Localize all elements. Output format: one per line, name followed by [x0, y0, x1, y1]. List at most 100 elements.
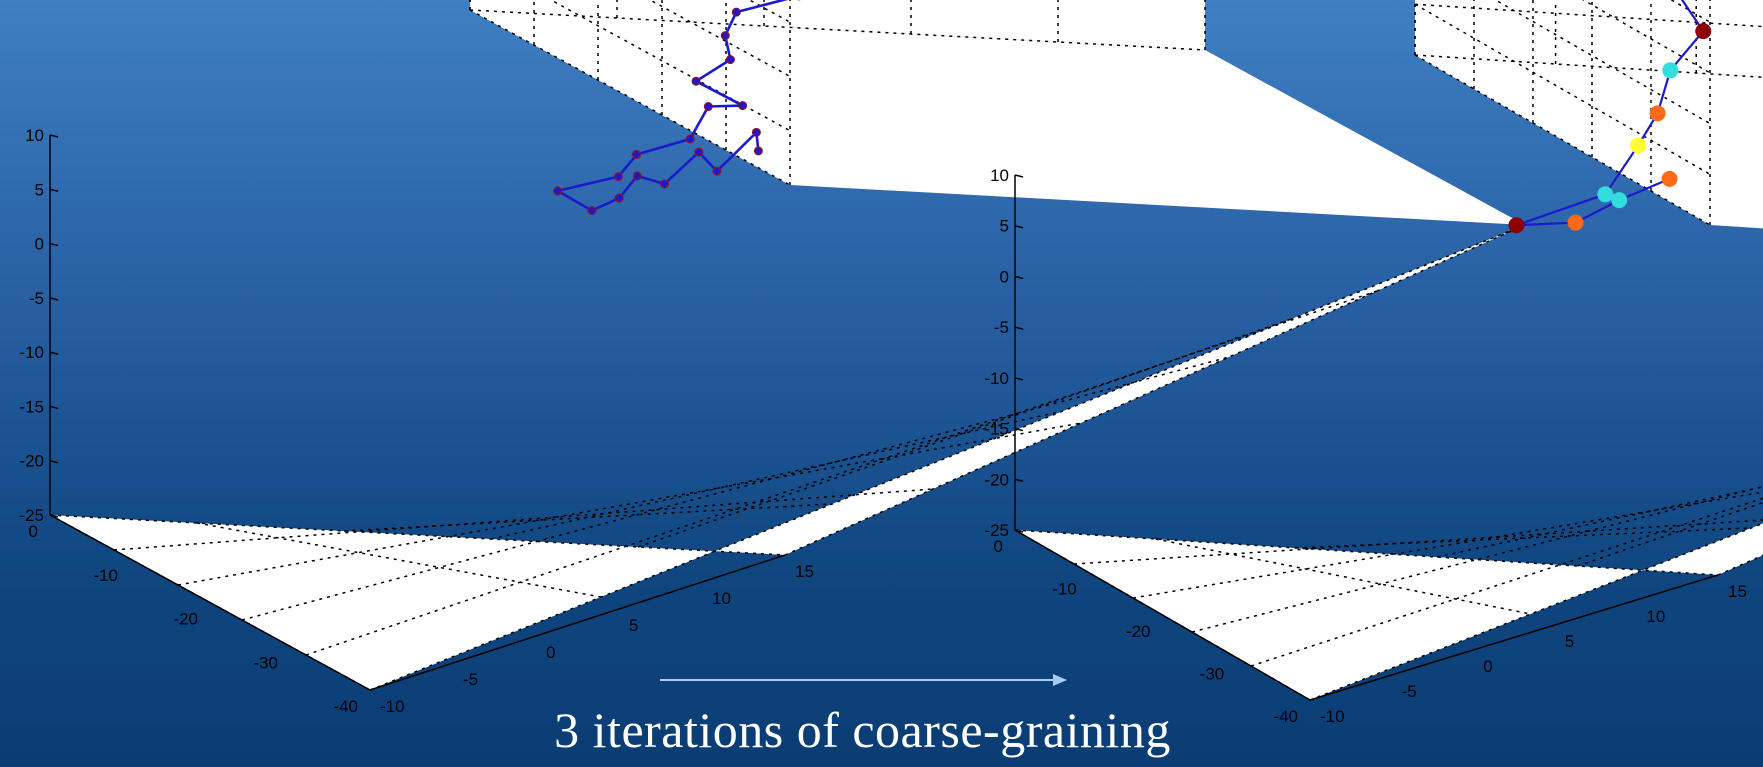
z-tick — [49, 188, 59, 193]
grid-line — [1191, 485, 1763, 633]
z-tick — [1014, 275, 1024, 280]
x-tick-label: -20 — [1126, 622, 1151, 641]
path-segment — [708, 104, 743, 108]
caption-text: 3 iterations of coarse-graining — [554, 702, 1171, 758]
grid-line — [1494, 0, 1711, 125]
grid-line — [1414, 54, 1711, 226]
x-axis-line — [49, 514, 371, 691]
path-segment — [1516, 221, 1576, 227]
grid-line — [1073, 519, 1763, 565]
series-path — [1508, 0, 1712, 234]
z-tick — [1014, 478, 1024, 483]
path-segment — [557, 175, 619, 193]
y-tick-label: 15 — [795, 562, 814, 581]
z-tick-label: -5 — [29, 289, 44, 308]
path-segment — [557, 189, 593, 212]
path-segment — [1618, 177, 1671, 202]
z-tick — [49, 351, 59, 355]
x-tick-label: 0 — [994, 537, 1003, 556]
grid-line — [343, 503, 833, 532]
data-point — [1649, 105, 1666, 122]
grid-line — [1436, 486, 1763, 558]
grid-line — [49, 514, 786, 556]
z-tick-label: -20 — [19, 452, 44, 471]
z-tick — [49, 514, 59, 518]
y-tick-label: 10 — [712, 589, 731, 608]
y-tick-label: 5 — [629, 616, 638, 635]
y-tick-label: -5 — [1402, 682, 1417, 701]
z-tick — [1014, 377, 1024, 381]
path-segment — [695, 58, 732, 83]
grid-line — [490, 410, 1064, 540]
grid-line — [1014, 529, 1719, 576]
path-segment — [636, 174, 665, 186]
floor-face — [1015, 523, 1763, 700]
z-tick-label: -10 — [984, 369, 1009, 388]
z-tick-label: -20 — [984, 470, 1009, 489]
z-tick — [49, 297, 59, 301]
path-segment — [1669, 30, 1705, 72]
path-segment — [695, 80, 744, 107]
z-tick — [49, 405, 59, 410]
floor-face — [50, 225, 1525, 690]
path-segment — [689, 105, 710, 140]
data-point — [1695, 23, 1712, 40]
grid-line — [1414, 3, 1711, 175]
path-segment — [636, 137, 691, 156]
z-tick — [49, 459, 59, 464]
data-point — [1567, 214, 1584, 231]
z-tick-label: -10 — [19, 343, 44, 362]
x-tick-label: -20 — [173, 610, 198, 629]
z-tick-label: 0 — [35, 235, 44, 254]
path-segment — [716, 131, 758, 173]
grid-line — [113, 488, 934, 551]
data-point — [1661, 170, 1678, 187]
path-segment — [663, 151, 700, 185]
x-tick-label: -10 — [1052, 580, 1077, 599]
grid-line — [469, 9, 1206, 51]
z-tick-label: 10 — [25, 126, 44, 145]
y-tick-label: -10 — [380, 697, 405, 716]
grid-line — [241, 356, 1230, 621]
z-tick-label: 10 — [990, 166, 1009, 185]
path-segment — [1680, 0, 1705, 32]
data-point — [1662, 62, 1679, 79]
z-tick — [49, 134, 59, 138]
back-wall-right — [470, 0, 1205, 50]
data-point — [1611, 192, 1628, 209]
z-tick-label: -15 — [19, 397, 44, 416]
data-point — [1508, 217, 1525, 234]
x-tick-label: -30 — [1200, 665, 1225, 684]
back-wall-right — [1415, 0, 1763, 78]
z-tick-label: -15 — [984, 420, 1009, 439]
path-segment — [1516, 193, 1606, 227]
path-segment — [735, 0, 789, 14]
path-segment — [591, 196, 620, 212]
y-tick-label: 0 — [1483, 657, 1492, 676]
z-tick — [49, 242, 59, 247]
z-tick-label: 5 — [1000, 217, 1009, 236]
z-tick — [1014, 224, 1024, 229]
z-tick — [1014, 174, 1024, 178]
y-axis-line — [1309, 574, 1719, 701]
z-tick-label: 0 — [1000, 267, 1009, 286]
path-segment — [1575, 199, 1620, 224]
z-tick-label: -25 — [984, 521, 1009, 540]
z-tick — [1014, 529, 1024, 533]
z-tick-label: -5 — [994, 318, 1009, 337]
z-tick — [1014, 326, 1024, 330]
x-tick-label: -40 — [1273, 707, 1298, 726]
data-point — [1630, 137, 1647, 154]
z-tick-label: -25 — [19, 506, 44, 525]
path-segment — [617, 153, 638, 178]
grid-line — [637, 317, 1295, 548]
path-segment — [618, 175, 639, 199]
y-tick-label: 5 — [1565, 632, 1574, 651]
floor-back — [470, 10, 1525, 225]
x-tick-label: -10 — [93, 566, 118, 585]
grid-line — [177, 422, 1082, 586]
path-segment — [1604, 144, 1640, 195]
z-tick-label: 5 — [35, 180, 44, 199]
